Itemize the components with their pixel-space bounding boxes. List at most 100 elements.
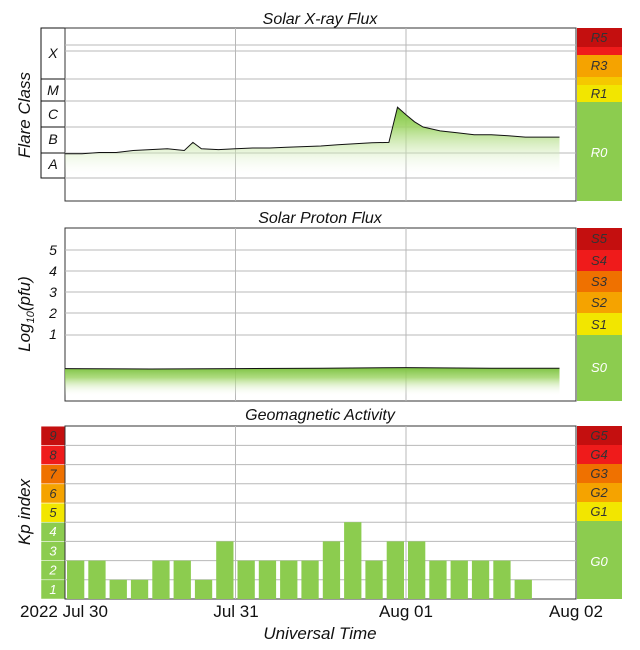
kp-bar <box>237 560 255 599</box>
s5-band <box>577 228 622 250</box>
kp-tick-1: 1 <box>49 582 56 597</box>
xray-y-axis-label: Flare Class <box>15 72 34 158</box>
kp-bar <box>471 560 490 599</box>
kp-bar <box>280 560 298 599</box>
scale-label-s0: S0 <box>591 360 608 375</box>
g5-band <box>577 426 622 445</box>
kp-tick-3: 3 <box>49 543 57 558</box>
proton-tick-3: 3 <box>49 284 57 300</box>
kp-bar <box>429 560 447 599</box>
r1-band <box>577 85 622 102</box>
kp-bar <box>109 579 127 599</box>
proton-title: Solar Proton Flux <box>258 210 383 227</box>
xray-flux-area <box>65 107 560 178</box>
x-axis: 2022 Jul 30 Jul 31 Aug 01 Aug 02 Univers… <box>20 602 603 643</box>
kp-bar <box>365 560 383 599</box>
g3-band <box>577 464 622 483</box>
r4-band <box>577 47 622 55</box>
kp-bar <box>408 541 426 599</box>
g4-band <box>577 445 622 464</box>
kp-tick-7: 7 <box>49 467 57 482</box>
xray-scale-column: R5 R3 R1 R0 <box>577 28 622 201</box>
s2-band <box>577 292 622 313</box>
geomag-title: Geomagnetic Activity <box>245 407 396 424</box>
geomag-plot-frame <box>64 425 577 600</box>
kp-bar <box>152 560 170 599</box>
kp-bar <box>88 560 106 599</box>
proton-y-ticks: 5 4 3 2 1 <box>48 242 57 342</box>
scale-label-s4: S4 <box>591 253 607 268</box>
scale-label-s2: S2 <box>591 295 608 310</box>
proton-scale-column: S5 S4 S3 S2 S1 S0 <box>577 228 622 401</box>
s0-band <box>577 335 622 401</box>
kp-bar <box>344 522 362 599</box>
class-label-b: B <box>48 131 57 147</box>
kp-bar <box>258 560 277 599</box>
scale-label-g4: G4 <box>590 447 607 462</box>
scale-label-g1: G1 <box>590 504 607 519</box>
r0-band <box>577 102 622 201</box>
proton-tick-4: 4 <box>49 263 57 279</box>
r3-band <box>577 55 622 77</box>
kp-bar <box>493 560 511 599</box>
kp-bar <box>173 560 191 599</box>
kp-bar <box>322 541 341 599</box>
kp-tick-9: 9 <box>49 428 56 443</box>
kp-bar <box>450 560 468 599</box>
geomag-scale-column: G5 G4 G3 G2 G1 G0 <box>577 426 622 599</box>
kp-bar <box>67 560 85 599</box>
geomag-plot <box>64 425 577 600</box>
x-tick-jul30: 2022 Jul 30 <box>20 602 108 621</box>
proton-tick-2: 2 <box>48 305 57 321</box>
x-tick-jul31: Jul 31 <box>213 602 258 621</box>
kp-tick-4: 4 <box>49 524 56 539</box>
kp-tick-8: 8 <box>49 447 57 462</box>
x-tick-aug02: Aug 02 <box>549 602 603 621</box>
kp-bars <box>67 522 532 599</box>
kp-tick-2: 2 <box>48 563 57 578</box>
g1-band <box>577 502 622 521</box>
s4-band <box>577 250 622 271</box>
scale-label-s5: S5 <box>591 231 608 246</box>
scale-label-g3: G3 <box>590 466 608 481</box>
kp-index-column: 1 2 3 4 5 6 7 8 9 <box>40 425 66 600</box>
scale-label-r0: R0 <box>591 145 608 160</box>
g2-band <box>577 483 622 502</box>
xray-flare-class-column: A B C M X <box>40 27 66 179</box>
s3-band <box>577 271 622 292</box>
kp-bar <box>194 579 213 599</box>
kp-bar <box>216 541 234 599</box>
proton-flux-area <box>65 367 560 396</box>
x-axis-label: Universal Time <box>263 624 376 643</box>
proton-tick-1: 1 <box>49 326 57 342</box>
proton-gridlines <box>65 228 576 401</box>
geomag-gridlines <box>65 426 576 599</box>
xray-title: Solar X-ray Flux <box>263 11 379 28</box>
scale-label-g2: G2 <box>590 485 608 500</box>
scale-label-r1: R1 <box>591 86 608 101</box>
scale-label-s1: S1 <box>591 317 607 332</box>
class-label-a: A <box>47 156 57 172</box>
proton-tick-5: 5 <box>49 242 57 258</box>
xray-plot <box>64 27 577 202</box>
proton-flux-line <box>64 367 560 370</box>
scale-label-r3: R3 <box>591 58 608 73</box>
class-label-c: C <box>48 106 59 122</box>
x-tick-aug01: Aug 01 <box>379 602 433 621</box>
kp-bar <box>301 560 319 599</box>
scale-label-s3: S3 <box>591 274 608 289</box>
kp-bar <box>130 579 149 599</box>
kp-y-axis-label: Kp index <box>15 478 34 545</box>
s1-band <box>577 313 622 335</box>
xray-flux-line <box>65 106 560 155</box>
g0-band <box>577 521 622 599</box>
kp-tick-5: 5 <box>49 505 57 520</box>
scale-label-g5: G5 <box>590 428 608 443</box>
scale-label-r5: R5 <box>591 30 608 45</box>
r5-band <box>577 28 622 47</box>
proton-plot <box>64 227 577 402</box>
kp-bar <box>386 541 404 599</box>
r2-band <box>577 77 622 85</box>
class-label-m: M <box>47 82 59 98</box>
